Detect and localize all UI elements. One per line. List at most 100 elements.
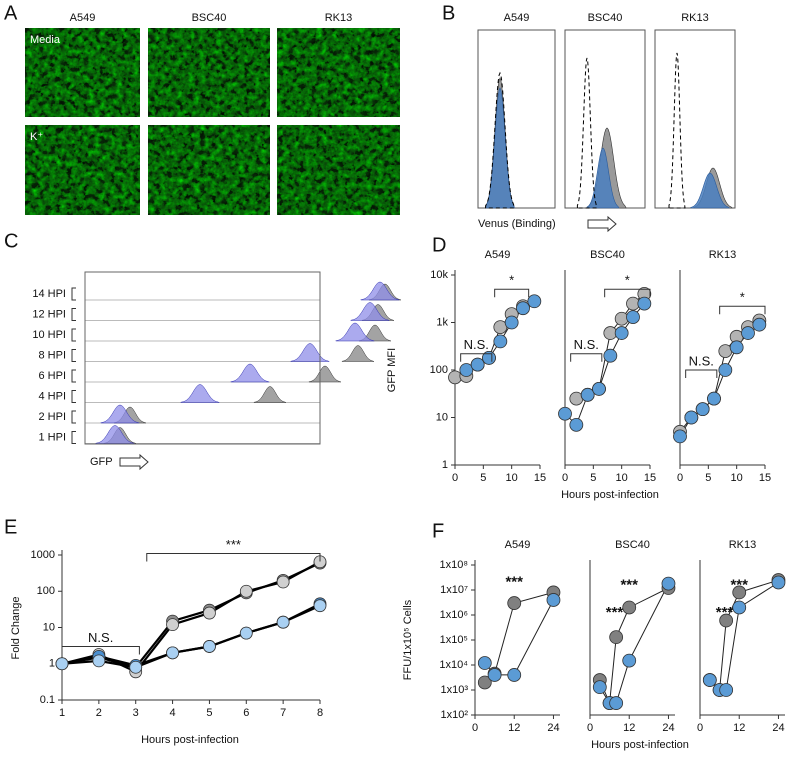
ridge-blue bbox=[360, 281, 400, 301]
data-point bbox=[729, 340, 744, 355]
panel-title: BSC40 bbox=[588, 12, 623, 24]
micrograph-texture bbox=[148, 28, 270, 117]
significance-label: *** bbox=[716, 604, 734, 621]
x-tick-label: 12 bbox=[508, 722, 520, 734]
data-point bbox=[637, 296, 652, 311]
significance-label: * bbox=[509, 273, 514, 288]
arrow bbox=[587, 215, 617, 233]
data-point bbox=[276, 615, 290, 629]
axis-label: Venus (Binding) bbox=[478, 218, 556, 230]
x-tick-label: 12 bbox=[623, 722, 635, 734]
x-tick-label: 7 bbox=[280, 707, 286, 719]
significance-bracket bbox=[719, 305, 766, 315]
histogram-control bbox=[485, 71, 516, 209]
significance-label: * bbox=[740, 290, 745, 305]
data-point bbox=[719, 683, 734, 697]
x-tick-label: 10 bbox=[616, 472, 628, 484]
data-point bbox=[470, 357, 485, 372]
y-tick-label: 1x10³ bbox=[440, 684, 468, 696]
row-label: 1 HPI bbox=[38, 431, 66, 443]
ridge-blue bbox=[230, 363, 270, 383]
y-tick-label: 1 bbox=[49, 658, 55, 670]
row-label: Media bbox=[30, 34, 61, 46]
series-line bbox=[709, 582, 779, 691]
x-tick-label: 5 bbox=[206, 707, 212, 719]
y-tick-label: 1000 bbox=[31, 549, 55, 561]
x-tick-label: 0 bbox=[587, 722, 593, 734]
data-point bbox=[592, 382, 606, 396]
data-point bbox=[707, 391, 721, 406]
significance-bracket bbox=[460, 353, 493, 362]
histogram-blue bbox=[690, 172, 731, 209]
x-tick-label: 24 bbox=[662, 722, 674, 734]
column-title: RK13 bbox=[325, 12, 353, 24]
y-axis-label: Fold Change bbox=[10, 597, 22, 660]
y-tick-label: 1 bbox=[442, 459, 448, 471]
significance-bracket bbox=[604, 288, 651, 298]
micrograph-texture bbox=[277, 125, 400, 215]
significance-label: N.S. bbox=[574, 337, 599, 352]
data-point bbox=[702, 673, 717, 687]
x-tick-label: 8 bbox=[317, 707, 323, 719]
x-tick-label: 24 bbox=[772, 722, 784, 734]
data-point bbox=[614, 311, 629, 326]
y-tick-label: 100 bbox=[37, 585, 55, 597]
x-tick-label: 1 bbox=[59, 707, 65, 719]
series-line bbox=[484, 599, 554, 676]
x-tick-label: 5 bbox=[480, 472, 486, 484]
x-tick-label: 12 bbox=[733, 722, 745, 734]
histogram-control bbox=[668, 52, 686, 209]
data-point bbox=[732, 600, 747, 615]
chart-title: BSC40 bbox=[590, 249, 625, 261]
row-label: 8 HPI bbox=[38, 349, 66, 361]
panel-label: C bbox=[4, 230, 18, 252]
data-point bbox=[771, 575, 786, 590]
significance-bracket bbox=[146, 553, 321, 562]
data-point bbox=[580, 387, 595, 402]
significance-label: * bbox=[625, 273, 630, 288]
data-point bbox=[507, 596, 522, 610]
data-point bbox=[673, 429, 687, 444]
row-label: 14 HPI bbox=[32, 288, 66, 300]
ridge-gray bbox=[308, 365, 342, 383]
significance-label: *** bbox=[226, 537, 241, 552]
bracket bbox=[71, 308, 76, 321]
data-point bbox=[752, 317, 767, 332]
x-tick-label: 0 bbox=[562, 472, 568, 484]
data-point bbox=[166, 646, 179, 660]
panel-label: B bbox=[442, 2, 455, 24]
x-tick-label: 2 bbox=[96, 707, 102, 719]
data-point bbox=[718, 363, 733, 377]
panel-label: E bbox=[4, 516, 17, 538]
significance-label: *** bbox=[620, 577, 638, 594]
bracket bbox=[71, 410, 76, 424]
chart-title: BSC40 bbox=[615, 539, 650, 551]
y-tick-label: 1x10⁷ bbox=[440, 584, 468, 596]
chart-title: A549 bbox=[505, 539, 531, 551]
data-point bbox=[166, 618, 179, 632]
significance-label: *** bbox=[730, 577, 748, 594]
data-point bbox=[448, 370, 462, 385]
data-point bbox=[203, 606, 216, 620]
bracket bbox=[71, 287, 76, 301]
chart-title: RK13 bbox=[729, 539, 757, 551]
data-point bbox=[732, 585, 747, 600]
x-tick-label: 0 bbox=[452, 472, 458, 484]
data-point bbox=[239, 626, 253, 640]
data-point bbox=[661, 576, 676, 591]
x-tick-label: 24 bbox=[547, 722, 559, 734]
x-tick-label: 15 bbox=[759, 472, 771, 484]
histogram-blue bbox=[586, 147, 620, 209]
significance-label: N.S. bbox=[689, 353, 714, 368]
bracket bbox=[71, 328, 76, 342]
panel-label: A bbox=[4, 2, 18, 24]
data-point bbox=[55, 657, 69, 671]
y-axis-label: GFP MFI bbox=[386, 348, 398, 392]
data-point bbox=[504, 315, 519, 330]
data-point bbox=[546, 593, 561, 607]
panel-title: A549 bbox=[504, 12, 530, 24]
data-point bbox=[276, 575, 290, 589]
data-point bbox=[487, 668, 502, 682]
ridge-blue bbox=[95, 425, 135, 444]
data-point bbox=[239, 584, 253, 598]
